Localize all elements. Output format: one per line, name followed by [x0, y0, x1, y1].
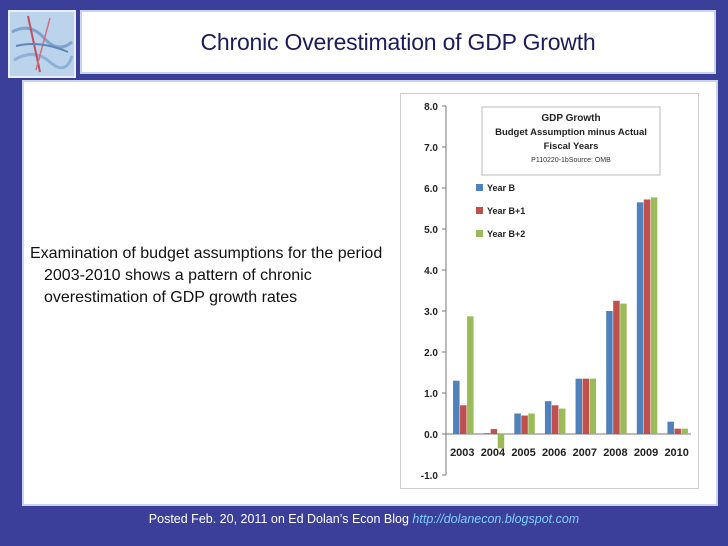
chart-source-note: P110220-1bSource: OMB	[531, 157, 611, 164]
legend-swatch	[476, 184, 483, 191]
bar-year-b-2004	[483, 433, 491, 434]
bar-year-b-1-2009	[643, 199, 651, 434]
y-tick-label: 8.0	[424, 102, 438, 113]
gdp-growth-chart: -1.0 0.0 1.0 2.0 3.0 4.0 5.0 6.0 7.0 8.0 2003 2004 2…	[421, 102, 691, 482]
legend-swatch	[476, 207, 483, 214]
legend-label: Year B	[487, 183, 516, 193]
x-tick-label: 2009	[634, 447, 658, 459]
bar-year-b-2-2003	[467, 316, 474, 434]
bar-year-b-2-2005	[528, 413, 535, 434]
y-tick-label: 4.0	[424, 266, 438, 277]
x-tick-label: 2003	[450, 447, 474, 459]
logo-graphic	[10, 12, 74, 76]
chart-subtitle-line: Fiscal Years	[544, 141, 599, 152]
bullet-text: Examination of budget assumptions for th…	[30, 245, 383, 306]
chart-panel: -1.0 0.0 1.0 2.0 3.0 4.0 5.0 6.0 7.0 8.0 2003 2004 2…	[400, 93, 699, 489]
title-bar: Chronic Overestimation of GDP Growth	[80, 10, 716, 74]
bar-year-b-2-2006	[558, 408, 566, 434]
bar-year-b-2003	[453, 380, 460, 434]
y-tick-label: 0.0	[424, 430, 438, 441]
x-tick-label: 2005	[511, 447, 535, 459]
bar-year-b-2-2010	[681, 428, 688, 434]
chart-title: GDP Growth	[541, 113, 600, 124]
bar-year-b-2-2007	[589, 378, 597, 434]
y-tick-label: 5.0	[424, 225, 438, 236]
bar-year-b-2006	[544, 401, 552, 434]
chart-subtitle-line: Budget Assumption minus Actual	[495, 127, 647, 138]
logo-image	[8, 10, 76, 78]
bar-year-b-2-2004	[497, 434, 505, 449]
bar-year-b-2005	[514, 413, 521, 434]
y-tick-label: 1.0	[424, 389, 438, 400]
x-tick-label: 2007	[573, 447, 597, 459]
y-tick-label: 3.0	[424, 307, 438, 318]
slide-title: Chronic Overestimation of GDP Growth	[200, 28, 596, 55]
bar-year-b-1-2008	[613, 300, 620, 434]
chart-title-box	[481, 106, 661, 176]
legend-label: Year B+1	[487, 206, 525, 216]
y-tick-label: 6.0	[424, 184, 438, 195]
footer-text: Posted Feb. 20, 2011 on Ed Dolan’s Econ …	[148, 512, 409, 526]
x-tick-label: 2004	[481, 447, 506, 459]
bar-year-b-1-2003	[460, 405, 467, 434]
bar-year-b-1-2004	[490, 429, 498, 434]
y-tick-label: 2.0	[424, 348, 438, 359]
footer-link[interactable]: http://dolanecon.blogspot.com	[412, 512, 580, 526]
y-tick-label: 7.0	[424, 143, 438, 154]
legend-swatch	[476, 230, 483, 237]
bar-year-b-2007	[575, 378, 583, 434]
bar-year-b-2010	[667, 421, 674, 434]
y-tick-label: -1.0	[421, 471, 439, 482]
legend-label: Year B+2	[487, 229, 525, 239]
x-tick-label: 2010	[664, 447, 688, 459]
x-tick-label: 2006	[542, 447, 566, 459]
bar-year-b-1-2006	[551, 405, 559, 434]
footer: Posted Feb. 20, 2011 on Ed Dolan’s Econ …	[0, 512, 728, 526]
bar-year-b-2-2009	[650, 197, 658, 434]
bar-year-b-1-2005	[521, 415, 528, 434]
bar-year-b-1-2010	[674, 428, 681, 434]
bar-year-b-2009	[636, 202, 644, 434]
bar-year-b-2008	[606, 311, 613, 434]
bar-year-b-1-2007	[582, 378, 590, 434]
bar-year-b-2-2008	[620, 303, 627, 434]
x-tick-label: 2008	[603, 447, 627, 459]
